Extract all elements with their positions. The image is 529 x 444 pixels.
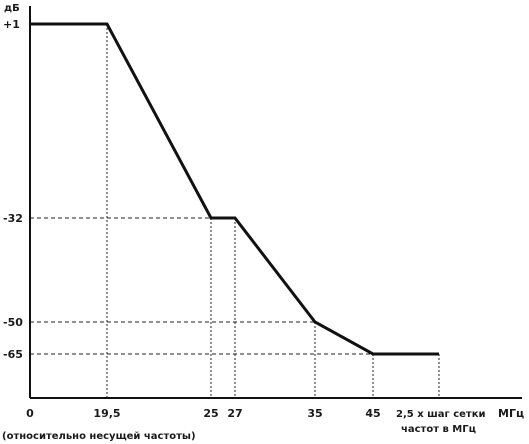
- guide-lines: [30, 24, 440, 398]
- y-axis-unit-label: дБ: [4, 3, 20, 14]
- x-tick-label: 27: [227, 407, 242, 420]
- y-top-tick-label: +1: [3, 18, 20, 31]
- series-line-group: [30, 22, 439, 356]
- x-tick-label: 19,5: [93, 407, 120, 420]
- x-tick-label: 45: [365, 407, 380, 420]
- y-tick-label: -50: [3, 316, 23, 329]
- series-line: [30, 22, 439, 356]
- x-tick-label: 0: [26, 407, 34, 420]
- y-tick-label: -65: [3, 348, 23, 361]
- axes: [29, 6, 522, 399]
- x-axis-note: (относительно несущей частоты): [2, 431, 196, 442]
- x-tick-label: 35: [307, 407, 322, 420]
- tick-labels: 0 19,5 25 27 35 45 -32 -50 -65: [3, 212, 381, 420]
- x-end-label-line1: 2,5 x шаг сетки: [396, 409, 486, 420]
- x-end-label-line2: частот в МГц: [401, 424, 476, 435]
- labels: дБ +1 МГц (относительно несущей частоты)…: [2, 3, 524, 442]
- x-tick-label: 25: [203, 407, 218, 420]
- y-tick-label: -32: [3, 212, 23, 225]
- x-axis-unit-label: МГц: [498, 407, 524, 420]
